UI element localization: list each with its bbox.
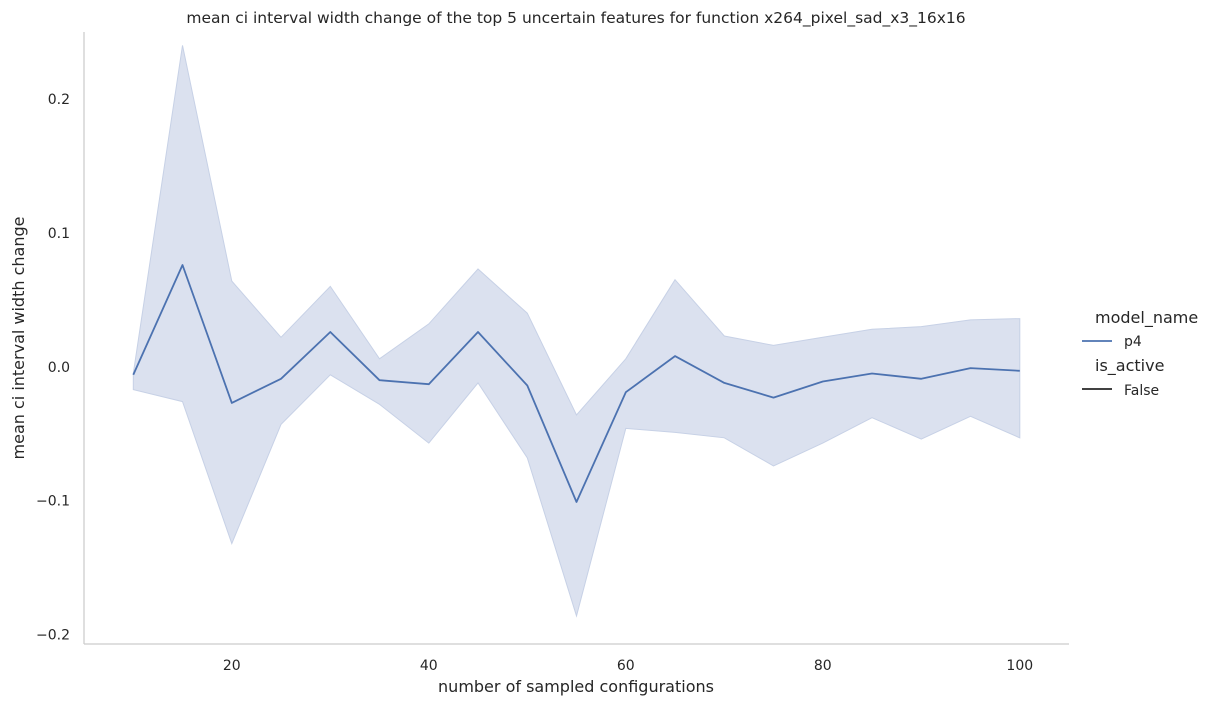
- legend-label-p4: p4: [1124, 334, 1142, 350]
- data-point: [624, 390, 628, 394]
- legend: model_name p4 is_active False: [1082, 308, 1198, 399]
- y-tick-labels: −0.2 −0.1 0.0 0.1 0.2: [36, 92, 70, 644]
- data-point: [378, 378, 382, 382]
- data-point: [919, 377, 923, 381]
- legend-hue-title: model_name: [1095, 308, 1198, 328]
- data-point: [131, 373, 135, 377]
- legend-label-false: False: [1124, 383, 1159, 399]
- x-tick-labels: 20 40 60 80 100: [223, 658, 1033, 674]
- legend-style-title: is_active: [1095, 356, 1164, 376]
- data-point: [1018, 369, 1022, 373]
- data-point: [427, 382, 431, 386]
- data-point: [525, 384, 529, 388]
- data-point: [476, 330, 480, 334]
- x-axis-label: number of sampled configurations: [438, 677, 714, 696]
- x-tick-label: 100: [1006, 658, 1033, 674]
- x-tick-label: 40: [420, 658, 438, 674]
- y-axis-label: mean ci interval width change: [9, 217, 28, 460]
- data-point: [181, 263, 185, 267]
- x-tick-label: 80: [814, 658, 832, 674]
- plot-area: [131, 45, 1022, 618]
- y-tick-label: 0.1: [48, 226, 70, 242]
- series-line-p4: [132, 264, 1020, 503]
- confidence-band-p4: [132, 45, 1021, 618]
- data-point: [673, 354, 677, 358]
- data-point: [575, 500, 579, 504]
- data-point: [969, 366, 973, 370]
- data-point: [328, 330, 332, 334]
- data-point: [279, 377, 283, 381]
- data-point: [230, 401, 234, 405]
- data-point: [870, 372, 874, 376]
- y-tick-label: 0.0: [48, 360, 70, 376]
- data-point: [772, 396, 776, 400]
- y-tick-label: −0.1: [36, 494, 70, 510]
- data-point: [722, 381, 726, 385]
- x-tick-label: 20: [223, 658, 241, 674]
- chart-title: mean ci interval width change of the top…: [186, 9, 965, 28]
- y-tick-label: −0.2: [36, 628, 70, 644]
- x-tick-label: 60: [617, 658, 635, 674]
- data-point: [821, 380, 825, 384]
- y-tick-label: 0.2: [48, 92, 70, 108]
